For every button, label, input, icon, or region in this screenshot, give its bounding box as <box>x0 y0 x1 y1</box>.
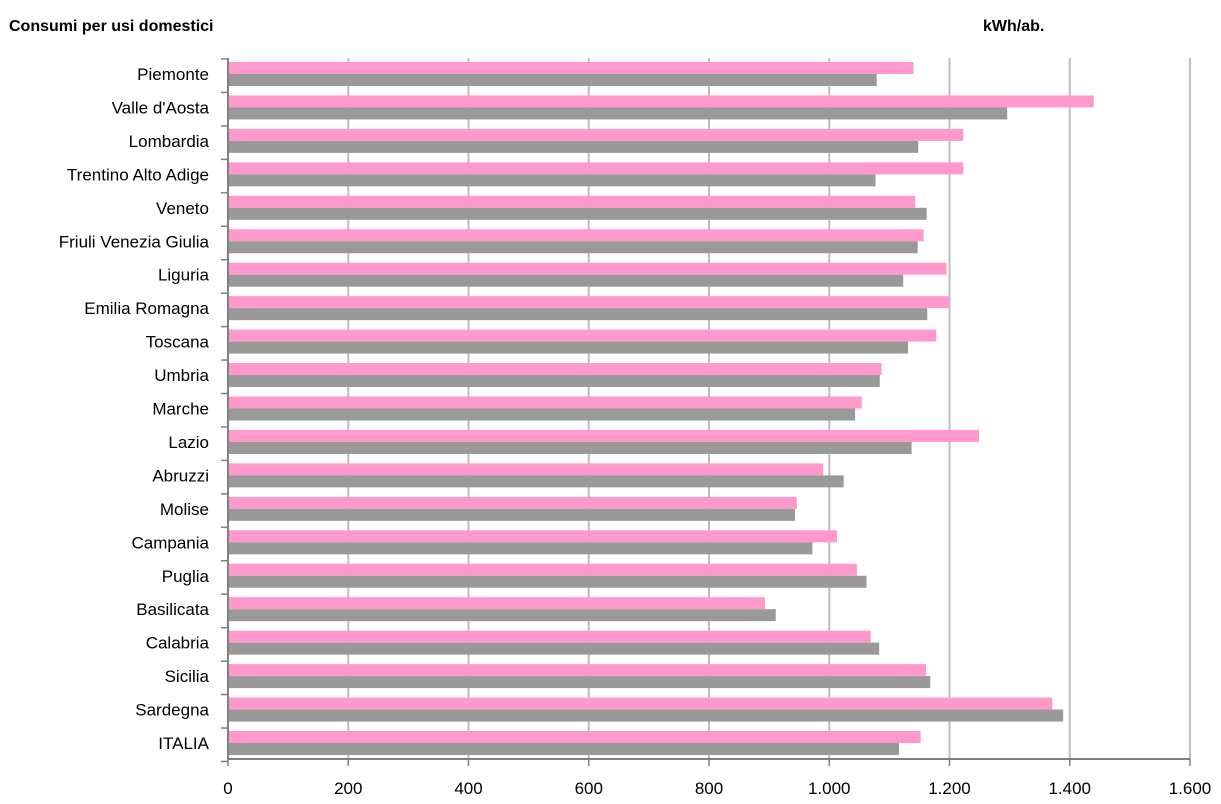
category-label: Puglia <box>162 567 210 586</box>
category-label: Valle d'Aosta <box>112 98 210 117</box>
x-tick-labels: 0 200 400 600 800 1.000 1.200 1.400 1.600 <box>223 779 1211 798</box>
category-label: Veneto <box>156 199 209 218</box>
category-label: Lombardia <box>129 132 210 151</box>
bar-pink <box>228 530 838 543</box>
category-label: Sardegna <box>135 701 209 720</box>
bar-pink <box>228 664 927 677</box>
bar-pink <box>228 630 871 643</box>
category-label: Liguria <box>158 266 210 285</box>
bar-pink <box>228 429 979 442</box>
bar-gray <box>228 408 856 421</box>
bar-pink <box>228 363 882 376</box>
category-labels: Piemonte Valle d'Aosta Lombardia Trentino A… <box>59 65 210 753</box>
x-tick-label: 1.200 <box>928 779 971 798</box>
x-tick-label: 1.600 <box>1169 779 1212 798</box>
bar-pink <box>228 162 964 175</box>
bar-gray <box>228 341 909 354</box>
bar-gray <box>228 207 927 220</box>
bar-gray <box>228 676 931 689</box>
bar-gray <box>228 74 877 86</box>
x-tick-label: 800 <box>695 779 723 798</box>
category-label: Lazio <box>168 433 209 452</box>
bar-pink <box>228 296 950 309</box>
bar-pink <box>228 262 947 275</box>
bar-pink <box>228 229 924 242</box>
bar-gray <box>228 140 919 153</box>
bar-gray <box>228 174 876 187</box>
bar-pink <box>228 195 916 208</box>
chart-title: Consumi per usi domestici <box>9 18 214 35</box>
bar-pink <box>228 62 914 74</box>
x-tick-label: 0 <box>223 779 232 798</box>
bar-gray <box>228 441 912 454</box>
category-label: Toscana <box>146 333 210 352</box>
bar-pink <box>228 496 797 509</box>
bar-gray <box>228 575 867 588</box>
category-label: Abruzzi <box>152 466 209 485</box>
category-label: Emilia Romagna <box>84 299 209 318</box>
category-label: Molise <box>160 500 209 519</box>
bar-pink <box>228 731 921 743</box>
bar-gray <box>228 709 1064 722</box>
category-label: Sicilia <box>165 667 210 686</box>
x-tick-label: 600 <box>575 779 603 798</box>
bar-pink <box>228 597 765 610</box>
x-tick-label: 1.000 <box>808 779 851 798</box>
bar-gray <box>228 542 813 555</box>
category-label: Friuli Venezia Giulia <box>59 232 210 251</box>
x-tick-label: 400 <box>454 779 482 798</box>
bar-pink <box>228 128 964 141</box>
category-label: ITALIA <box>158 734 209 753</box>
category-label: Umbria <box>154 366 209 385</box>
category-label: Basilicata <box>136 600 209 619</box>
x-tick-label: 1.400 <box>1048 779 1091 798</box>
unit-label: kWh/ab. <box>983 18 1045 35</box>
bar-pink <box>228 563 857 576</box>
bar-gray <box>228 308 928 321</box>
bar-gray <box>228 241 918 254</box>
bar-gray <box>228 642 880 655</box>
category-label: Piemonte <box>137 65 209 84</box>
bar-gray <box>228 274 904 287</box>
bar-gray <box>228 609 776 622</box>
bar-gray <box>228 107 1008 120</box>
bar-pink <box>228 329 937 342</box>
bar-pink <box>228 463 824 476</box>
bars <box>228 62 1094 755</box>
bar-gray <box>228 743 899 755</box>
x-tick-label: 200 <box>334 779 362 798</box>
bar-pink <box>228 396 862 409</box>
category-label: Trentino Alto Adige <box>67 165 209 184</box>
axes <box>221 58 1191 766</box>
bar-gray <box>228 475 844 488</box>
category-label: Marche <box>152 400 209 419</box>
category-label: Calabria <box>146 634 210 653</box>
bar-pink <box>228 697 1053 710</box>
bar-pink <box>228 95 1094 108</box>
bar-gray <box>228 508 795 521</box>
bar-gray <box>228 375 880 388</box>
category-label: Campania <box>132 533 210 552</box>
